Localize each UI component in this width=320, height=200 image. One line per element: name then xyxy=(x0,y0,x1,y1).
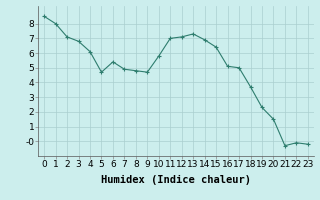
X-axis label: Humidex (Indice chaleur): Humidex (Indice chaleur) xyxy=(101,175,251,185)
